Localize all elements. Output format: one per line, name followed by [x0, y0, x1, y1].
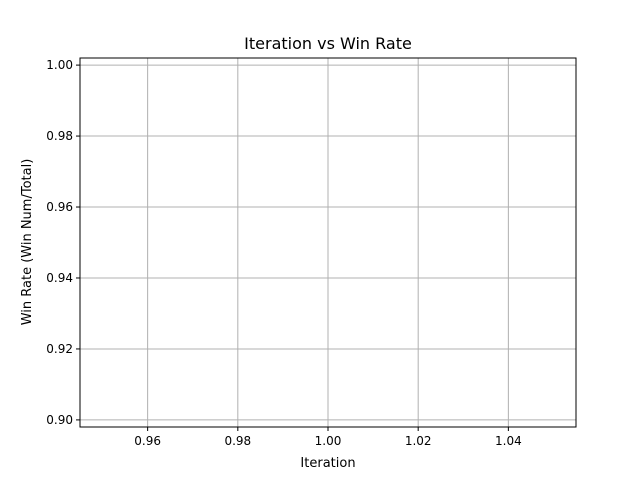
y-tick-label: 0.98 [46, 129, 73, 143]
x-gridlines [147, 58, 509, 427]
y-tick-label: 0.90 [46, 413, 73, 427]
chart-title: Iteration vs Win Rate [244, 34, 412, 53]
x-tick-label: 0.98 [224, 434, 251, 448]
x-axis-label: Iteration [300, 456, 355, 471]
y-tick-label: 0.96 [46, 200, 73, 214]
x-tick-label: 1.02 [405, 434, 432, 448]
x-axis-ticks: 0.96 0.98 1.00 1.02 1.04 [134, 427, 522, 448]
x-tick-label: 0.96 [134, 434, 161, 448]
y-tick-label: 0.92 [46, 342, 73, 356]
y-axis-label: Win Rate (Win Num/Total) [20, 159, 35, 326]
y-gridlines [80, 64, 576, 421]
y-axis-ticks: 0.90 0.92 0.94 0.96 0.98 1.00 [46, 58, 80, 427]
y-tick-label: 1.00 [46, 58, 73, 72]
x-tick-label: 1.00 [315, 434, 342, 448]
y-tick-label: 0.94 [46, 271, 73, 285]
x-tick-label: 1.04 [495, 434, 522, 448]
